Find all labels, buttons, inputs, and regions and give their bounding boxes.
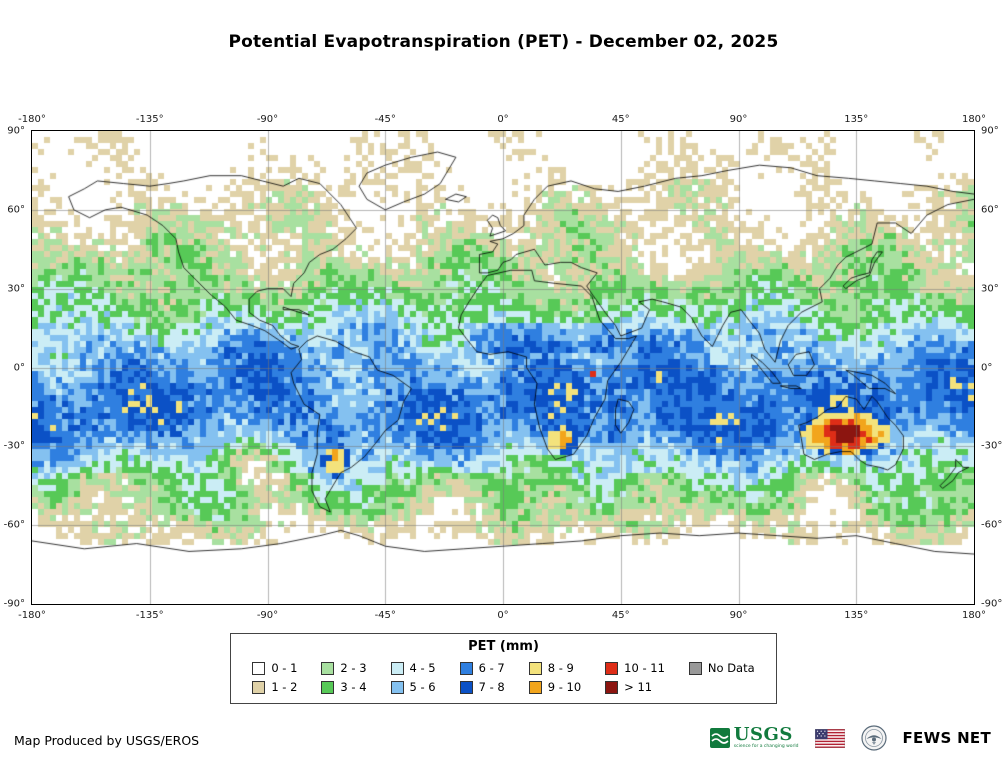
lon-tick-bottom: -135° (135, 610, 164, 621)
lat-tick-right: -90° (981, 598, 1003, 610)
legend-entry-label: 4 - 5 (409, 661, 436, 675)
lat-tick-right: 0° (981, 362, 993, 373)
usgs-wave-icon (709, 728, 730, 748)
lon-tick-top: -90° (256, 114, 279, 125)
legend-entries: 0 - 1 1 - 2 2 - 3 3 - 4 4 - 5 5 - 6 6 - 7 7 - 8… (239, 659, 768, 696)
lat-tick-right: -60° (981, 519, 1003, 531)
legend-entry: 2 - 3 (321, 661, 367, 675)
map-container: -180° -180° -135° -135° -90° -90° -45° -45° 0° 0°… (4, 114, 1003, 621)
lat-tick-left: -90° (3, 598, 25, 610)
lon-tick-bottom: 90° (729, 610, 748, 621)
legend-entry: 6 - 7 (459, 661, 505, 675)
legend-entry-label: 10 - 11 (624, 661, 665, 675)
legend-swatch (528, 661, 542, 675)
legend-entry-label: 2 - 3 (340, 661, 367, 675)
lon-tick-top: 0° (497, 114, 509, 125)
legend-entry-label: 5 - 6 (409, 680, 436, 694)
legend-entry: No Data (688, 661, 755, 675)
legend-entry: 0 - 1 (252, 661, 297, 675)
footer-logos: USGS science for a changing world FEWS N… (709, 718, 991, 758)
legend-entry-label: 6 - 7 (478, 661, 505, 675)
legend-swatch (252, 661, 266, 675)
lat-tick-left: -60° (3, 519, 25, 531)
lon-tick-top: -180° (18, 114, 46, 125)
lat-tick-left: 90° (7, 125, 25, 137)
credit-text: Map Produced by USGS/EROS (14, 733, 200, 748)
legend-swatch (459, 661, 473, 675)
lat-tick-right: 60° (981, 204, 999, 216)
legend-entry: > 11 (605, 680, 665, 694)
lon-tick-top: 180° (961, 114, 987, 125)
lon-tick-bottom: 0° (497, 610, 509, 621)
legend: PET (mm) 0 - 1 1 - 2 2 - 3 3 - 4 4 - 5 5 - 6 6… (230, 633, 777, 704)
lat-tick-left: -30° (3, 440, 25, 452)
lon-tick-top: -135° (135, 114, 164, 125)
legend-title: PET (mm) (468, 639, 539, 654)
lon-tick-bottom: -45° (374, 610, 396, 621)
lat-tick-right: -30° (981, 440, 1003, 452)
usgs-tagline: science for a changing world (733, 744, 799, 750)
legend-entry: 8 - 9 (528, 661, 581, 675)
legend-swatch (528, 680, 542, 694)
legend-entry-label: 8 - 9 (547, 661, 574, 675)
legend-swatch (390, 680, 404, 694)
legend-entry-label: 3 - 4 (340, 680, 367, 694)
legend-swatch (459, 680, 473, 694)
us-seal-icon (860, 725, 887, 751)
legend-entry-label: 9 - 10 (547, 680, 582, 694)
legend-swatch (321, 661, 335, 675)
lat-tick-left: 0° (13, 362, 25, 373)
legend-entry: 7 - 8 (459, 680, 505, 694)
legend-swatch (605, 680, 619, 694)
legend-entry-label: No Data (707, 661, 755, 675)
lon-tick-bottom: -90° (256, 610, 279, 621)
legend-entry: 4 - 5 (390, 661, 436, 675)
lon-tick-top: -45° (374, 114, 396, 125)
legend-entry: 3 - 4 (321, 680, 367, 694)
legend-swatch (390, 661, 404, 675)
legend-swatch (688, 661, 702, 675)
legend-swatch (321, 680, 335, 694)
legend-entry: 9 - 10 (528, 680, 582, 694)
lon-tick-bottom: -180° (18, 610, 46, 621)
lat-tick-left: 30° (7, 283, 25, 295)
legend-entry: 1 - 2 (252, 680, 297, 694)
legend-entry-label: 7 - 8 (478, 680, 505, 694)
page-title: Potential Evapotranspiration (PET) - Dec… (228, 32, 779, 52)
usgs-label: USGS (733, 724, 793, 746)
legend-entry-label: > 11 (624, 680, 653, 694)
lat-tick-right: 90° (981, 125, 999, 137)
lon-tick-bottom: 45° (611, 610, 630, 621)
lon-tick-top: 45° (611, 114, 630, 125)
usgs-logo: USGS science for a changing world (709, 724, 799, 750)
legend-entry-label: 0 - 1 (271, 661, 298, 675)
fewsnet-label: FEWS NET (902, 729, 991, 747)
world-pet-map (32, 131, 974, 604)
lon-tick-bottom: 135° (844, 610, 869, 621)
legend-swatch (605, 661, 619, 675)
lon-tick-top: 90° (729, 114, 748, 125)
legend-swatch (252, 680, 266, 694)
lat-tick-right: 30° (981, 283, 999, 295)
us-flag-icon (814, 728, 845, 748)
legend-entry-label: 1 - 2 (271, 680, 298, 694)
lat-tick-left: 60° (7, 204, 25, 216)
lon-tick-bottom: 180° (961, 610, 987, 621)
lon-tick-top: 135° (844, 114, 869, 125)
legend-entry: 5 - 6 (390, 680, 436, 694)
legend-entry: 10 - 11 (605, 661, 665, 675)
